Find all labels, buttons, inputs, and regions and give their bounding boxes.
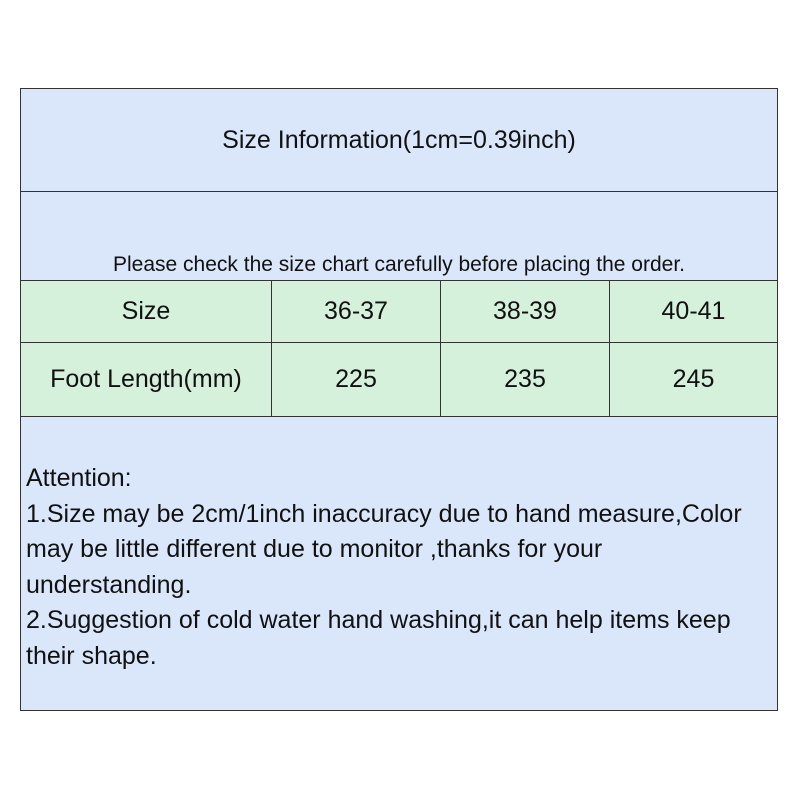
header-36-37: 36-37 xyxy=(272,281,441,343)
title: Size Information(1cm=0.39inch) xyxy=(21,89,777,192)
header-40-41: 40-41 xyxy=(610,281,777,343)
header-size: Size xyxy=(21,281,272,343)
attention-heading: Attention: xyxy=(26,464,132,492)
foot-length-40-41: 245 xyxy=(610,343,777,417)
row-label-foot-length: Foot Length(mm) xyxy=(21,343,272,417)
header-38-39: 38-39 xyxy=(441,281,610,343)
note: Please check the size chart carefully be… xyxy=(21,192,777,281)
size-chart: Size Information(1cm=0.39inch) Please ch… xyxy=(20,88,778,711)
foot-length-38-39: 235 xyxy=(441,343,610,417)
attention-line-1: 1.Size may be 2cm/1inch inaccuracy due t… xyxy=(26,499,742,599)
attention-section: Attention: 1.Size may be 2cm/1inch inacc… xyxy=(21,417,777,710)
foot-length-36-37: 225 xyxy=(272,343,441,417)
attention-line-2: 2.Suggestion of cold water hand washing,… xyxy=(26,606,731,670)
